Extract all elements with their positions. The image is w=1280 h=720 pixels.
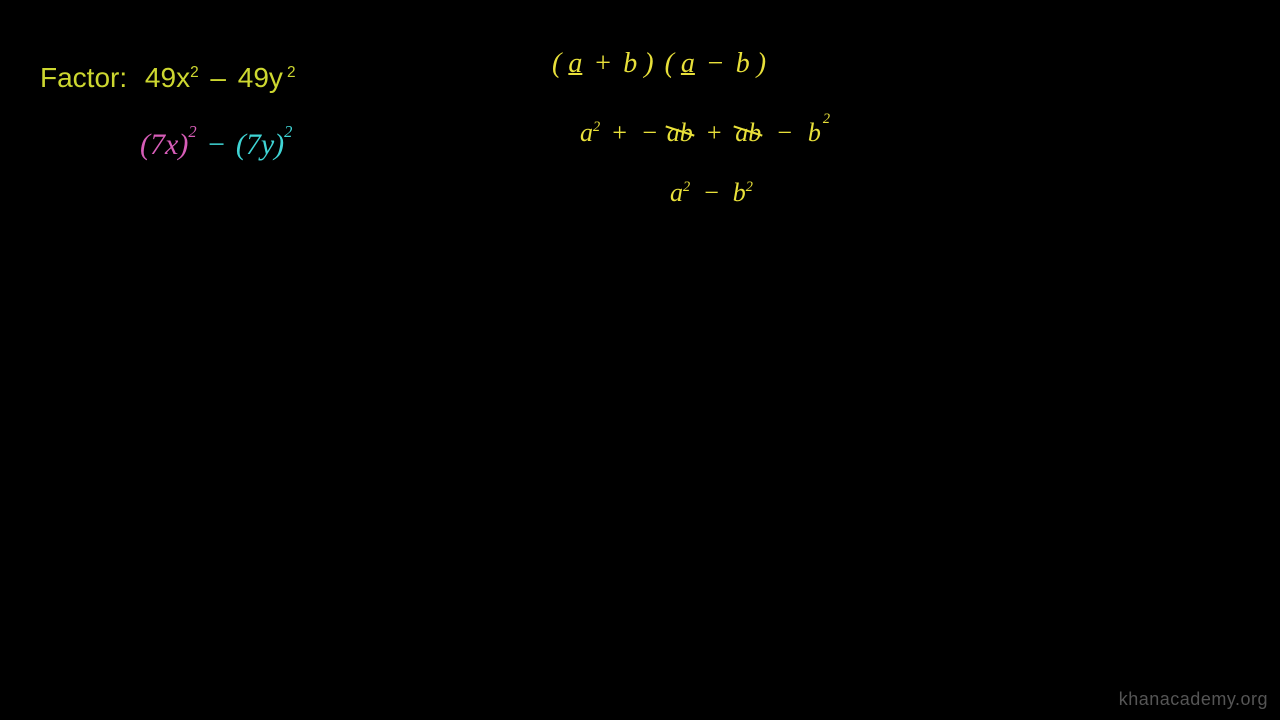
term2-coeff: 49y xyxy=(238,62,283,93)
term1-coeff: 49x xyxy=(145,62,190,93)
term2-exp: 2 xyxy=(287,64,296,81)
minus-sign: − xyxy=(776,118,794,147)
minus-sign: – xyxy=(210,62,226,93)
seven: 7 xyxy=(150,128,165,161)
b-var: b xyxy=(623,48,637,79)
minus-sign: − xyxy=(206,128,226,161)
b-var: b xyxy=(736,48,750,79)
step1-expression: (7x)2 − (7y)2 xyxy=(140,128,292,162)
ab-strike: ab xyxy=(667,118,693,148)
minus-sign: − xyxy=(706,48,725,79)
b-var: b xyxy=(733,178,746,207)
seven: 7 xyxy=(246,128,261,161)
plus-sign: + xyxy=(611,118,629,147)
identity-factored: ( a + b ) ( a − b ) xyxy=(552,48,766,80)
a-var: a xyxy=(568,48,582,79)
blackboard-canvas: Factor: 49x2 – 49y2 (7x)2 − (7y)2 ( a + … xyxy=(0,0,1280,720)
x-var: x xyxy=(165,128,178,161)
minus-sign: − xyxy=(703,178,721,207)
ab-strike: ab xyxy=(735,118,761,148)
paren-close: ) xyxy=(644,48,653,79)
paren-open: ( xyxy=(236,128,246,161)
a-var: a xyxy=(670,178,683,207)
term1-exp: 2 xyxy=(190,64,199,81)
exp-2: 2 xyxy=(746,179,753,195)
paren-open: ( xyxy=(140,128,150,161)
neg-sign: − xyxy=(641,118,659,147)
a-var: a xyxy=(681,48,695,79)
identity-result: a2 − b2 xyxy=(670,178,753,208)
exp-2: 2 xyxy=(593,119,600,135)
exp-2: 2 xyxy=(823,111,830,127)
paren-close: ) xyxy=(757,48,766,79)
b-var: b xyxy=(808,118,821,147)
exp-2: 2 xyxy=(284,122,292,141)
exp-2: 2 xyxy=(683,179,690,195)
y-var: y xyxy=(261,128,274,161)
exp-2: 2 xyxy=(188,122,196,141)
factor-label: Factor: 49x2 – 49y2 xyxy=(40,62,296,94)
paren-close: ) xyxy=(178,128,188,161)
watermark: khanacademy.org xyxy=(1119,689,1268,710)
plus-sign: + xyxy=(593,48,612,79)
paren-close: ) xyxy=(274,128,284,161)
paren-open: ( xyxy=(665,48,674,79)
identity-expanded: a2 + − ab + ab − b2 xyxy=(580,118,828,148)
paren-open: ( xyxy=(552,48,561,79)
a-var: a xyxy=(580,118,593,147)
factor-word: Factor: xyxy=(40,62,127,93)
plus-sign: + xyxy=(705,118,723,147)
